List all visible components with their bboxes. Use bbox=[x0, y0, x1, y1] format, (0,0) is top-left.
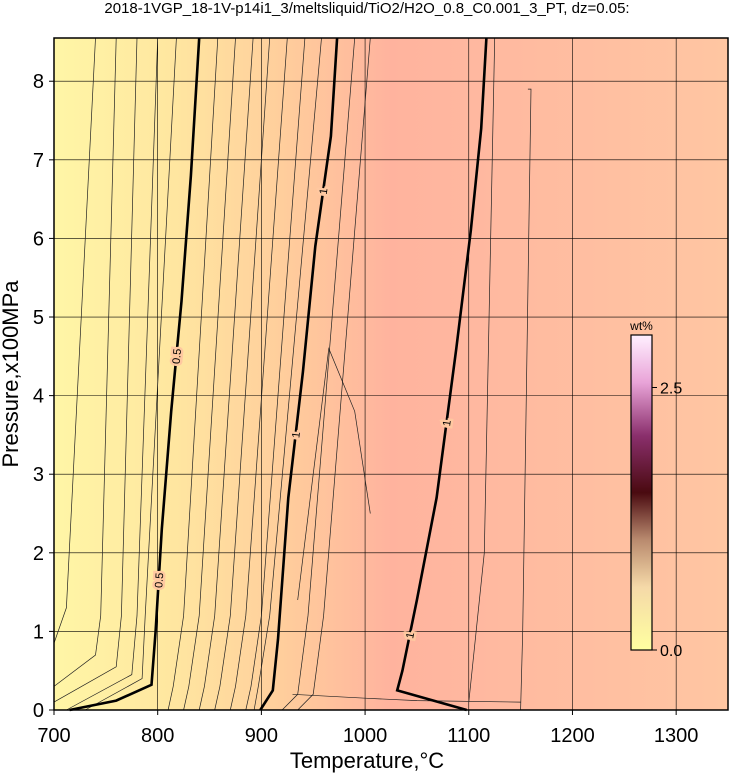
thin-contour bbox=[297, 347, 371, 601]
thin-contour bbox=[520, 88, 532, 711]
x-tick-label: 1000 bbox=[343, 725, 388, 747]
thin-contour bbox=[245, 37, 306, 711]
x-tick-label: 1200 bbox=[550, 725, 595, 747]
thin-contour bbox=[183, 37, 236, 711]
y-tick-label: 8 bbox=[33, 71, 44, 93]
y-tick-label: 7 bbox=[33, 150, 44, 172]
thin-contour bbox=[53, 37, 96, 644]
colorbar bbox=[630, 334, 653, 651]
thin-contour bbox=[84, 37, 177, 711]
y-tick-label: 4 bbox=[33, 386, 44, 408]
y-tick-label: 2 bbox=[33, 543, 44, 565]
y-tick-label: 0 bbox=[33, 700, 44, 722]
chart-title: 2018-1VGP_18-1V-p14i1_3/meltsliquid/TiO2… bbox=[104, 0, 629, 17]
x-axis-label: Temperature,°C bbox=[290, 748, 444, 773]
plot-frame bbox=[53, 37, 729, 711]
thin-contour bbox=[253, 37, 322, 711]
contour-line bbox=[259, 37, 339, 711]
thin-contour bbox=[468, 37, 496, 703]
thin-contour bbox=[297, 37, 371, 711]
y-tick-label: 1 bbox=[33, 621, 44, 643]
thin-contour bbox=[281, 37, 356, 711]
y-tick-label: 6 bbox=[33, 228, 44, 250]
y-tick-label: 5 bbox=[33, 307, 44, 329]
contour-label: 0.5 bbox=[171, 348, 184, 364]
thin-contour bbox=[198, 37, 254, 711]
colorbar-tick-label: 2.5 bbox=[660, 381, 682, 398]
x-tick-label: 800 bbox=[141, 725, 174, 747]
colorbar-tick-label: 0.0 bbox=[660, 643, 682, 660]
x-tick-label: 900 bbox=[245, 725, 278, 747]
thin-contour bbox=[66, 37, 159, 711]
plot-background bbox=[54, 38, 728, 710]
thin-contour bbox=[53, 37, 138, 703]
x-tick-label: 1100 bbox=[447, 725, 490, 747]
thin-contour bbox=[214, 37, 271, 711]
contour-line bbox=[395, 37, 488, 712]
y-tick-label: 3 bbox=[33, 464, 44, 486]
x-tick-label: 700 bbox=[37, 725, 70, 747]
thin-contour bbox=[229, 37, 288, 711]
thin-contour bbox=[53, 37, 117, 687]
x-tick-label: 1300 bbox=[654, 725, 699, 747]
contour-line bbox=[69, 37, 201, 712]
colorbar-label: wt% bbox=[629, 319, 653, 333]
thin-contour bbox=[167, 37, 219, 711]
contour-label: 0.5 bbox=[153, 572, 166, 588]
y-axis-label: Pressure,x100MPa bbox=[0, 280, 23, 468]
